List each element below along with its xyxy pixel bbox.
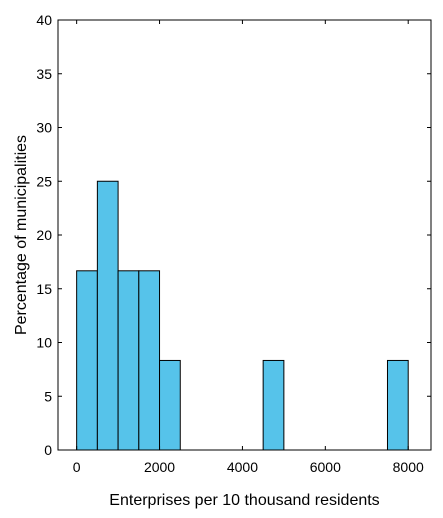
- axis-tick-labels: 0 2000 4000 6000 8000 0 5 10 15 20 25 30 35 40: [36, 12, 424, 475]
- y-tick-label-5: 25: [36, 173, 52, 189]
- y-tick-label-2: 10: [36, 335, 52, 351]
- y-tick-label-1: 5: [44, 388, 52, 404]
- y-tick-label-6: 30: [36, 120, 52, 136]
- x-tick-label-3: 6000: [310, 459, 341, 475]
- histogram-bar-0: [76, 270, 98, 451]
- histogram-bar-5: [262, 359, 285, 451]
- x-axis-label: Enterprises per 10 thousand residents: [109, 492, 379, 509]
- histogram-bar-1: [96, 180, 119, 451]
- histogram-bar-4: [159, 359, 181, 451]
- x-tick-label-4: 8000: [393, 459, 424, 475]
- histogram-bar-6: [386, 359, 409, 451]
- y-tick-label-0: 0: [44, 442, 52, 458]
- x-tick-label-2: 4000: [227, 459, 258, 475]
- histogram-bar-2: [117, 270, 140, 451]
- axis-ticks: [58, 19, 431, 451]
- y-tick-label-7: 35: [36, 66, 52, 82]
- y-axis-label: Percentage of municipalities: [13, 135, 30, 335]
- x-tick-label-1: 2000: [144, 459, 175, 475]
- histogram-bars: [76, 180, 409, 451]
- y-tick-label-4: 20: [36, 227, 52, 243]
- x-tick-label-0: 0: [73, 459, 81, 475]
- histogram-bar-3: [138, 270, 161, 451]
- y-tick-label-3: 15: [36, 281, 52, 297]
- y-tick-label-8: 40: [36, 12, 52, 28]
